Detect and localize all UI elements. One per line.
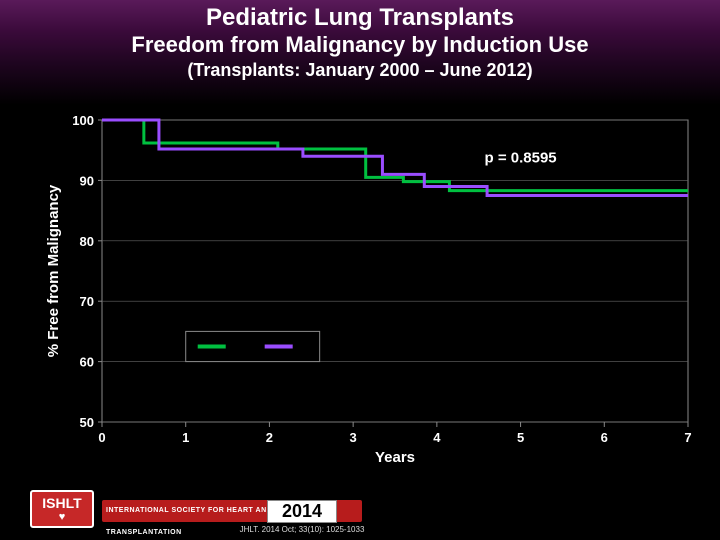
p-value-label: p = 0.8595 bbox=[485, 149, 557, 166]
slide-root: Pediatric Lung Transplants Freedom from … bbox=[0, 0, 720, 540]
heart-icon: ♥ bbox=[32, 512, 92, 523]
year-citation-block: 2014 JHLT. 2014 Oct; 33(10): 1025-1033 bbox=[228, 500, 376, 534]
title-band: Pediatric Lung Transplants Freedom from … bbox=[0, 0, 720, 105]
y-tick-label: 100 bbox=[72, 113, 94, 128]
y-tick-label: 70 bbox=[80, 294, 94, 309]
x-tick-label: 1 bbox=[182, 430, 189, 445]
title-period: (Transplants: January 2000 – June 2012) bbox=[0, 60, 720, 81]
y-tick-label: 90 bbox=[80, 173, 94, 188]
y-axis-label: % Free from Malignancy bbox=[45, 184, 62, 357]
x-axis-label: Years bbox=[375, 449, 415, 466]
survival-chart: 50 60 70 80 90 100 0 1 2 3 4 5 6 7 Years % Free from Ma… bbox=[40, 110, 700, 470]
x-tick-label: 7 bbox=[684, 430, 691, 445]
y-tick-label: 80 bbox=[80, 234, 94, 249]
x-tick-label: 4 bbox=[433, 430, 441, 445]
org-short: ISHLT bbox=[42, 495, 81, 511]
plot-area bbox=[102, 120, 688, 422]
y-tick-label: 50 bbox=[80, 415, 94, 430]
footer: ISHLT ♥ INTERNATIONAL SOCIETY FOR HEART … bbox=[0, 480, 720, 540]
citation-label: JHLT. 2014 Oct; 33(10): 1025-1033 bbox=[228, 525, 376, 534]
org-logo: ISHLT ♥ bbox=[30, 490, 94, 528]
title-sub: Freedom from Malignancy by Induction Use bbox=[0, 32, 720, 58]
y-tick-label: 60 bbox=[80, 355, 94, 370]
x-tick-label: 6 bbox=[601, 430, 608, 445]
x-tick-label: 0 bbox=[98, 430, 105, 445]
chart-area: 50 60 70 80 90 100 0 1 2 3 4 5 6 7 Years % Free from Ma… bbox=[40, 110, 700, 470]
year-label: 2014 bbox=[267, 500, 337, 523]
title-main: Pediatric Lung Transplants bbox=[0, 0, 720, 32]
x-tick-label: 5 bbox=[517, 430, 524, 445]
x-tick-label: 3 bbox=[350, 430, 357, 445]
x-tick-label: 2 bbox=[266, 430, 273, 445]
